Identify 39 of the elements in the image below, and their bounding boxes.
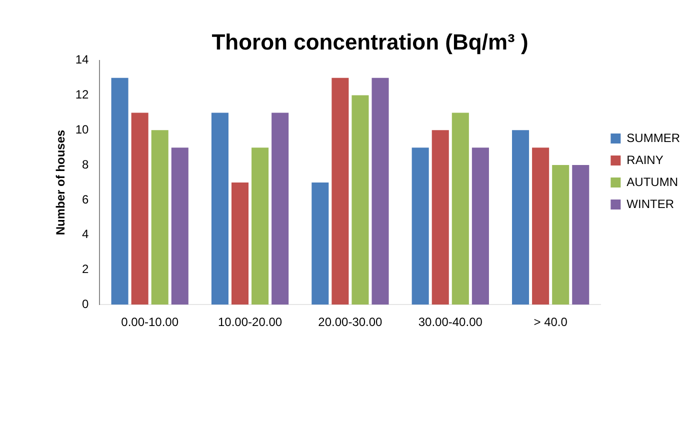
x-tick-label: 0.00-10.00 [121, 315, 179, 330]
legend-label: WINTER [626, 196, 674, 211]
bar [572, 165, 590, 305]
bar [131, 112, 148, 305]
y-tick-label: 12 [75, 88, 90, 102]
bar [372, 78, 389, 305]
bar [312, 182, 329, 305]
bar [512, 130, 530, 305]
bar [532, 148, 550, 305]
y-tick-label: 2 [82, 262, 90, 276]
x-tick-label: 30.00-40.00 [418, 315, 483, 330]
x-tick-label: 10.00-20.00 [218, 315, 282, 330]
legend-label: AUTUMN [626, 174, 678, 189]
y-tick-label: 10 [75, 122, 90, 136]
bar [432, 130, 449, 305]
bar [412, 148, 429, 305]
bar [151, 130, 168, 305]
y-tick-label: 0 [82, 296, 90, 311]
x-tick-label: > 40.0 [534, 315, 568, 330]
bar [332, 78, 349, 305]
bar [452, 112, 469, 305]
y-tick-label: 6 [82, 192, 90, 206]
bar [272, 112, 289, 305]
bar [211, 112, 228, 305]
bar [472, 148, 489, 305]
bar [252, 148, 269, 305]
legend-label: RAINY [626, 152, 664, 167]
bar [231, 182, 249, 305]
chart-title: Thoron concentration (Bq/m³ ) [212, 29, 528, 54]
legend-label: SUMMER [626, 130, 680, 145]
bar [111, 78, 128, 305]
y-tick-label: 8 [82, 157, 90, 172]
bar [552, 165, 570, 305]
bar [171, 148, 188, 305]
x-tick-label: 20.00-30.00 [318, 315, 383, 330]
y-tick-label: 14 [75, 52, 90, 67]
bar [352, 95, 369, 305]
y-axis-title: Number of houses [54, 130, 68, 236]
y-tick-label: 4 [82, 227, 90, 242]
